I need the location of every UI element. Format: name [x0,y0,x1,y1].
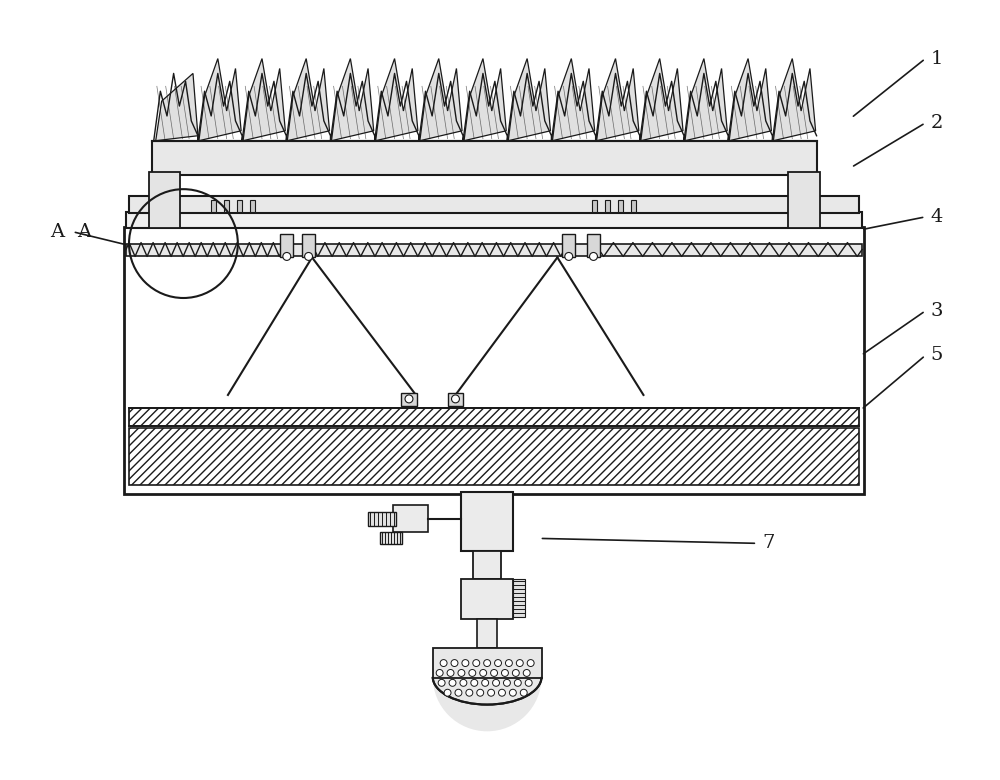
Circle shape [462,660,469,667]
Bar [562,234,575,257]
Bar [393,505,428,533]
Circle shape [447,669,454,676]
Circle shape [469,669,476,676]
Circle shape [452,395,459,402]
Circle shape [491,669,498,676]
Bar [368,512,396,526]
Bar [477,619,497,648]
Circle shape [451,660,458,667]
Text: 4: 4 [930,207,943,226]
Bar [433,648,542,678]
Circle shape [488,690,495,697]
Polygon shape [464,58,506,140]
Circle shape [484,660,491,667]
Bar [788,172,820,228]
Bar [224,200,229,212]
Bar [129,408,859,426]
Bar [461,492,513,551]
Circle shape [455,690,462,697]
Circle shape [590,253,597,261]
Bar [126,212,862,228]
Circle shape [283,253,291,261]
Circle shape [499,690,505,697]
Circle shape [460,679,467,686]
Bar [280,234,293,257]
Bar [250,200,255,212]
Wedge shape [433,677,542,732]
Text: 5: 5 [930,346,943,364]
Circle shape [473,660,480,667]
Bar [237,200,242,212]
Circle shape [509,690,516,697]
Bar [302,234,315,257]
Bar [129,196,859,213]
Text: 3: 3 [930,302,943,320]
Bar [631,200,636,212]
Bar [592,200,597,212]
Polygon shape [597,58,639,140]
Polygon shape [552,58,595,140]
Text: A: A [78,223,92,241]
Circle shape [436,669,443,676]
Circle shape [527,660,534,667]
Bar [618,200,623,212]
Circle shape [305,253,313,261]
Bar [211,200,216,212]
Bar [401,393,417,406]
Circle shape [514,679,521,686]
Circle shape [444,690,451,697]
Circle shape [516,660,523,667]
Bar [380,533,402,544]
Polygon shape [287,58,330,140]
Circle shape [480,669,487,676]
Circle shape [501,669,508,676]
Circle shape [458,669,465,676]
Bar [124,227,864,494]
Polygon shape [508,58,550,140]
Polygon shape [199,58,241,140]
Polygon shape [243,58,285,140]
Text: 1: 1 [930,50,943,68]
Circle shape [525,679,532,686]
Circle shape [466,690,473,697]
Bar [513,579,525,616]
Bar [129,427,859,485]
Circle shape [493,679,500,686]
Circle shape [520,690,527,697]
Circle shape [503,679,510,686]
Circle shape [482,679,489,686]
Circle shape [495,660,501,667]
Polygon shape [376,58,418,140]
Text: 7: 7 [762,534,775,552]
Bar [605,200,610,212]
Polygon shape [156,73,198,140]
Bar [587,234,600,257]
Circle shape [471,679,478,686]
Circle shape [438,679,445,686]
Polygon shape [641,58,683,140]
Bar [126,243,862,257]
Circle shape [565,253,573,261]
Bar [448,393,463,406]
Bar [149,172,180,228]
Circle shape [405,395,413,402]
Text: A: A [51,223,65,241]
Circle shape [440,660,447,667]
Text: 2: 2 [930,114,943,132]
Polygon shape [729,58,771,140]
Circle shape [477,690,484,697]
Polygon shape [331,58,374,140]
Circle shape [449,679,456,686]
Circle shape [523,669,530,676]
Bar [152,140,817,176]
Polygon shape [773,58,816,140]
Bar [473,551,501,579]
Bar [461,579,513,619]
Circle shape [505,660,512,667]
Polygon shape [420,58,462,140]
Circle shape [512,669,519,676]
Polygon shape [685,58,727,140]
